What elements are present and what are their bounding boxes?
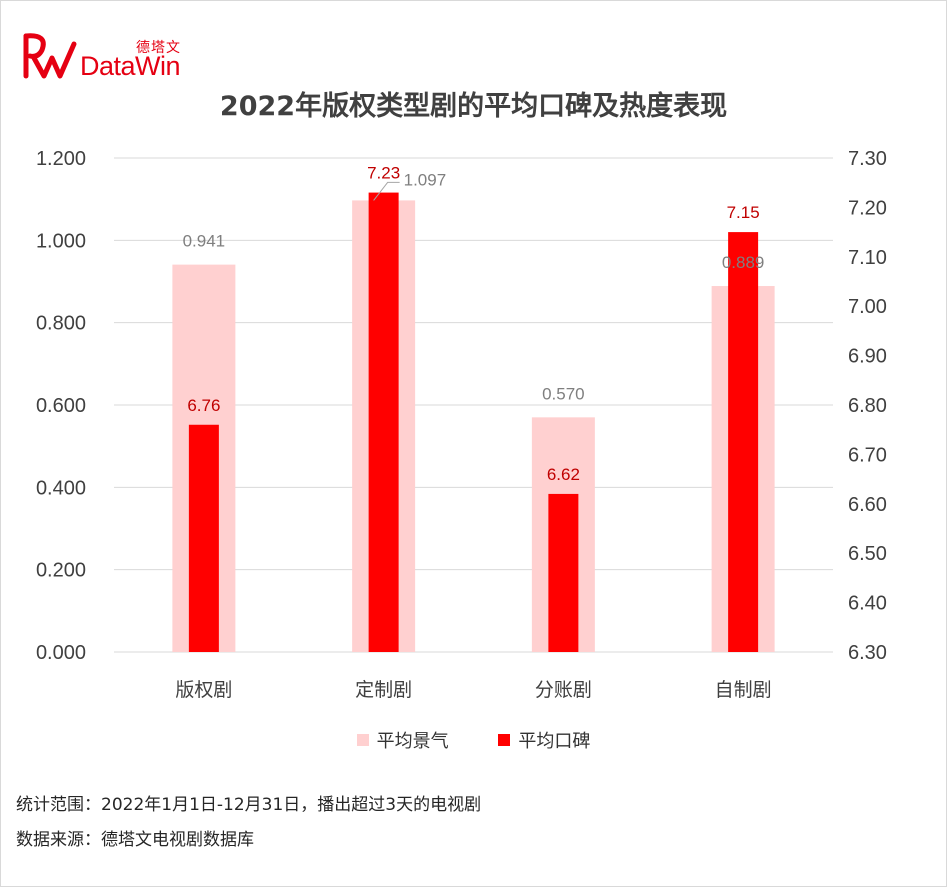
chart-plot: 0.000 0.200 0.400 0.600 0.800 1.000 1.200 6.30… [36, 148, 887, 701]
right-tick-label: 6.60 [848, 494, 887, 516]
rating-data-label: 7.23 [367, 164, 400, 183]
series-rating-bars [188, 192, 759, 652]
heat-data-label: 0.941 [183, 232, 226, 251]
left-tick-label: 0.800 [36, 313, 86, 335]
legend-label-heat: 平均景气 [376, 731, 449, 752]
left-axis-ticks: 0.000 0.200 0.400 0.600 0.800 1.000 1.200 [36, 148, 86, 664]
category-label: 分账剧 [535, 679, 592, 701]
right-tick-label: 6.80 [848, 395, 887, 417]
right-tick-label: 7.00 [848, 296, 887, 318]
chart-title: 2022年版权类型剧的平均口碑及热度表现 [219, 91, 728, 122]
legend-item-heat: 平均景气 [356, 727, 449, 753]
left-tick-label: 1.000 [36, 230, 86, 252]
right-tick-label: 6.70 [848, 444, 887, 466]
heat-data-label: 0.570 [542, 384, 585, 403]
left-tick-label: 0.400 [36, 477, 86, 499]
heat-label-leader [373, 181, 400, 201]
category-labels: 版权剧 定制剧 分账剧 自制剧 [175, 679, 771, 701]
rating-data-label: 6.62 [547, 465, 580, 484]
left-tick-label: 0.600 [36, 395, 86, 417]
right-tick-label: 7.10 [848, 247, 887, 269]
left-tick-label: 0.000 [36, 642, 86, 664]
right-tick-label: 6.50 [848, 543, 887, 565]
rating-data-label: 6.76 [187, 396, 220, 415]
right-axis-ticks: 6.30 6.40 6.50 6.60 6.70 6.80 6.90 7.00 7.10 7.20… [848, 148, 887, 664]
logo-english-text: DataWin [80, 51, 181, 81]
legend-swatch-rating [498, 734, 511, 746]
series-heat-bars [172, 200, 775, 652]
left-tick-label: 0.200 [36, 560, 86, 582]
footnote-scope: 统计范围：2022年1月1日-12月31日，播出超过3天的电视剧 [16, 795, 482, 815]
category-label: 定制剧 [355, 679, 412, 701]
heat-data-label: 1.097 [404, 170, 447, 189]
legend-item-rating: 平均口碑 [498, 727, 590, 753]
right-tick-label: 6.90 [848, 346, 887, 368]
legend: 平均景气 平均口碑 [0, 727, 947, 753]
legend-swatch-heat [356, 734, 369, 746]
right-tick-label: 7.30 [848, 148, 887, 170]
logo-chinese-text: 德塔文 [136, 40, 181, 56]
legend-label-rating: 平均口碑 [518, 731, 591, 752]
heat-data-label: 0.889 [722, 253, 765, 272]
category-label: 自制剧 [715, 679, 772, 701]
right-tick-label: 6.30 [848, 642, 887, 664]
rating-bar [548, 493, 579, 652]
footnote-source: 数据来源：德塔文电视剧数据库 [16, 830, 254, 850]
right-tick-label: 6.40 [848, 593, 887, 615]
right-tick-label: 7.20 [848, 197, 887, 219]
datawin-logo [22, 32, 192, 82]
left-tick-label: 1.200 [36, 148, 86, 170]
rating-bar [188, 424, 219, 652]
datawin-logo-mark-icon [23, 33, 77, 79]
category-label: 版权剧 [175, 679, 232, 701]
rating-bar [728, 232, 759, 652]
rating-data-label: 7.15 [727, 203, 760, 222]
rating-bar [368, 192, 399, 652]
